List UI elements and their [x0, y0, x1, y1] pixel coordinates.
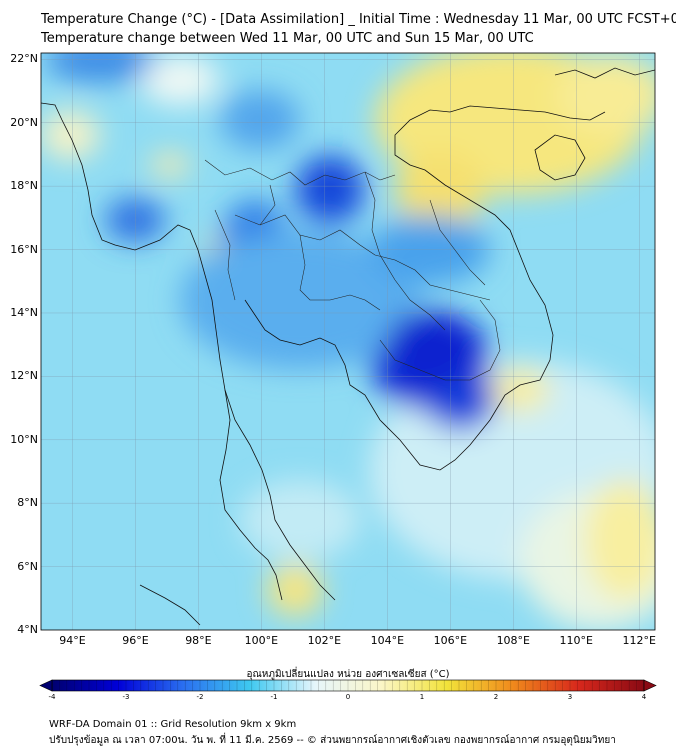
longitude-label: 102°E — [307, 634, 342, 647]
latitude-label: 20°N — [10, 115, 38, 129]
colorbar-tick-label: 3 — [567, 693, 573, 701]
longitude-label: 94°E — [59, 634, 86, 647]
longitude-label: 110°E — [559, 634, 593, 647]
footer-update-info: ปรับปรุงข้อมูล ณ เวลา 07:00น. วัน พ. ที่… — [49, 735, 616, 746]
latitude-label: 10°N — [10, 432, 38, 446]
colorbar-tick-label: 4 — [641, 693, 647, 701]
longitude-label: 100°E — [244, 634, 279, 647]
latitude-label: 14°N — [10, 305, 38, 319]
longitude-label: 98°E — [185, 634, 212, 647]
colorbar-tick-label: -2 — [196, 693, 204, 701]
colorbar-tick-label: -3 — [122, 693, 130, 701]
graticule — [41, 53, 655, 630]
latitude-label: 12°N — [10, 369, 38, 383]
country-borders — [204, 159, 501, 381]
longitude-label: 106°E — [433, 634, 468, 647]
longitude-label: 108°E — [496, 634, 531, 647]
latitude-label: 16°N — [10, 242, 38, 256]
latitude-label: 22°N — [10, 52, 38, 66]
map-frame — [40, 52, 656, 631]
colorbar-tick-label: 2 — [493, 693, 499, 701]
colorbar-tick-label: 1 — [419, 693, 425, 701]
longitude-label: 104°E — [370, 634, 405, 647]
temperature-change-map — [39, 52, 657, 692]
latitude-label: 6°N — [17, 559, 38, 573]
colorbar-tick-label: -4 — [48, 693, 56, 701]
map-title: Temperature Change (°C) - [Data Assimila… — [41, 12, 676, 27]
temperature-field — [41, 53, 655, 630]
colorbar-tick-label: -1 — [270, 693, 278, 701]
longitude-label: 96°E — [122, 634, 149, 647]
colorbar — [39, 679, 657, 692]
latitude-label: 8°N — [17, 496, 38, 510]
colorbar-tick-label: 0 — [345, 693, 351, 701]
map-plot-area — [41, 53, 655, 630]
coastlines — [41, 67, 655, 626]
map-subtitle: Temperature change between Wed 11 Mar, 0… — [41, 31, 534, 46]
latitude-label: 18°N — [10, 179, 38, 193]
latitude-label: 4°N — [17, 623, 38, 636]
footer-model-info: WRF-DA Domain 01 :: Grid Resolution 9km … — [49, 719, 297, 730]
colorbar-label: อุณหภูมิเปลี่ยนแปลง หน่วย องศาเซลเซียส (… — [246, 669, 450, 680]
longitude-label: 112°E — [622, 634, 656, 647]
